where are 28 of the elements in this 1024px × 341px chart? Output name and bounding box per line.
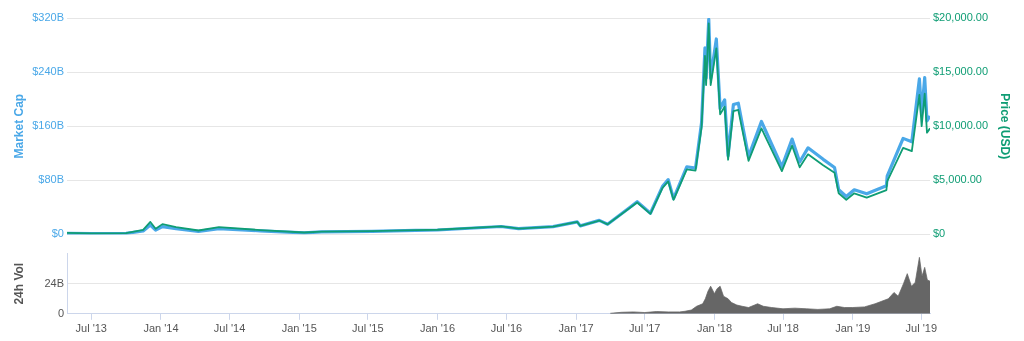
x-tick-label: Jan '19 xyxy=(835,322,871,335)
x-tick-label: Jul '15 xyxy=(352,322,384,335)
y-axis-title: Market Cap xyxy=(11,93,26,159)
x-tick-label: Jul '18 xyxy=(767,322,799,335)
x-tick-label: Jul '14 xyxy=(213,322,246,335)
x-tick-label: Jan '18 xyxy=(696,322,733,335)
y2-tick-label: $20,000.00 xyxy=(933,11,989,24)
y-tick-label: $240B xyxy=(32,65,64,78)
y2-tick-label: $10,000.00 xyxy=(933,119,989,132)
y-tick-label: $80B xyxy=(38,173,64,186)
x-tick-label: Jan '15 xyxy=(281,322,317,335)
x-tick-label: Jan '16 xyxy=(419,322,456,335)
y-tick-label: 24B xyxy=(44,276,64,289)
x-tick-label: Jul '17 xyxy=(629,322,661,335)
y2-tick-label: $0 xyxy=(933,227,946,240)
y-tick-label: $160B xyxy=(32,119,64,132)
y-axis-title: 24h Vol xyxy=(11,262,26,305)
x-tick-label: Jan '14 xyxy=(143,322,179,335)
x-tick-label: Jul '16 xyxy=(490,322,523,335)
y-tick-label: 0 xyxy=(57,306,64,319)
x-tick-label: Jul '13 xyxy=(75,322,107,335)
y-tick-label: $320B xyxy=(32,11,64,24)
x-tick-label: Jan '17 xyxy=(558,322,594,335)
y2-axis-title: Price (USD) xyxy=(998,93,1013,160)
y2-tick-label: $15,000.00 xyxy=(933,65,989,78)
y2-tick-label: $5,000.00 xyxy=(933,173,982,186)
x-tick-label: Jul '19 xyxy=(905,322,938,335)
y-tick-label: $0 xyxy=(51,227,64,240)
